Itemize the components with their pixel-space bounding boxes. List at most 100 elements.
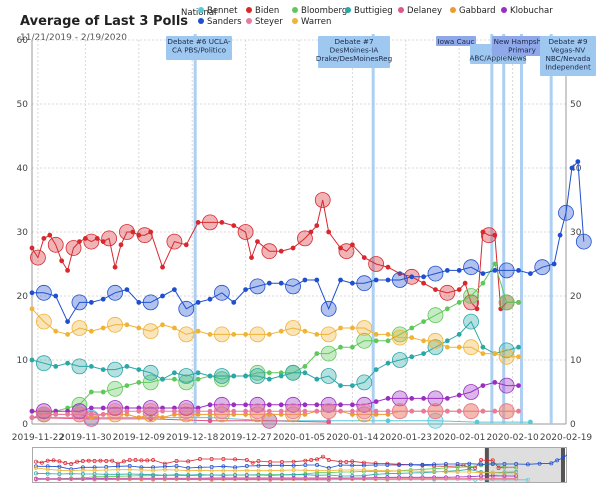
data-point-klobuchar[interactable]	[302, 402, 308, 408]
data-point-buttigieg[interactable]	[160, 376, 165, 382]
data-point-sanders[interactable]	[385, 277, 391, 283]
data-point-biden[interactable]	[314, 223, 320, 229]
data-point-bennet[interactable]	[427, 412, 444, 429]
data-point-steyer[interactable]	[456, 408, 462, 414]
data-point-klobuchar[interactable]	[88, 405, 94, 411]
data-point-buttigieg[interactable]	[243, 373, 249, 379]
data-point-klobuchar[interactable]	[213, 396, 230, 413]
data-point-biden[interactable]	[112, 264, 118, 270]
data-point-buttigieg[interactable]	[107, 361, 123, 378]
data-point-buttigieg[interactable]	[249, 368, 266, 384]
data-point-sanders[interactable]	[569, 165, 575, 171]
legend-item-bennet[interactable]: Bennet	[198, 6, 237, 16]
data-point-sanders[interactable]	[35, 284, 52, 301]
data-point-steyer[interactable]	[100, 411, 106, 417]
data-point-bloomberg[interactable]	[124, 383, 130, 389]
range-navigator[interactable]	[32, 447, 567, 483]
data-point-bennet[interactable]	[385, 418, 391, 424]
data-point-sanders[interactable]	[71, 294, 88, 311]
data-point-biden[interactable]	[130, 229, 136, 235]
data-point-biden[interactable]	[118, 242, 124, 248]
data-point-klobuchar[interactable]	[463, 384, 479, 400]
data-point-biden[interactable]	[361, 255, 367, 261]
data-point-buttigieg[interactable]	[314, 376, 320, 382]
data-point-klobuchar[interactable]	[409, 395, 415, 401]
data-point-bloomberg[interactable]	[302, 363, 308, 369]
data-point-warren[interactable]	[427, 332, 444, 349]
data-point-warren[interactable]	[142, 323, 159, 340]
data-point-bloomberg[interactable]	[314, 351, 320, 357]
data-point-biden[interactable]	[47, 236, 64, 253]
data-point-sanders[interactable]	[421, 274, 427, 280]
data-point-sanders[interactable]	[160, 293, 165, 299]
data-point-warren[interactable]	[231, 331, 237, 337]
data-point-sanders[interactable]	[88, 299, 94, 305]
data-point-biden[interactable]	[219, 219, 225, 225]
data-point-bloomberg[interactable]	[480, 280, 486, 286]
legend-item-bloomberg[interactable]: Bloomberg	[292, 6, 347, 16]
data-point-sanders[interactable]	[373, 277, 379, 283]
data-point-sanders[interactable]	[444, 267, 450, 273]
data-point-biden[interactable]	[94, 235, 100, 241]
data-point-steyer[interactable]	[463, 403, 479, 420]
data-point-buttigieg[interactable]	[195, 370, 201, 376]
data-point-bloomberg[interactable]	[349, 344, 355, 350]
data-point-biden[interactable]	[261, 243, 278, 260]
legend-item-sanders[interactable]: Sanders	[198, 17, 242, 27]
data-point-biden[interactable]	[278, 248, 284, 254]
legend-item-delaney[interactable]: Delaney	[398, 6, 442, 16]
data-point-warren[interactable]	[278, 328, 284, 334]
data-point-steyer[interactable]	[195, 408, 201, 414]
data-point-warren[interactable]	[356, 320, 373, 336]
data-point-sanders[interactable]	[409, 274, 415, 280]
data-point-sanders[interactable]	[278, 280, 284, 286]
data-point-steyer[interactable]	[107, 403, 123, 420]
data-point-biden[interactable]	[433, 287, 438, 293]
data-point-warren[interactable]	[136, 325, 142, 331]
data-point-bloomberg[interactable]	[178, 374, 195, 391]
data-point-warren[interactable]	[492, 351, 498, 357]
data-point-biden[interactable]	[462, 280, 468, 286]
data-point-warren[interactable]	[516, 354, 521, 360]
data-point-steyer[interactable]	[35, 406, 52, 423]
data-point-klobuchar[interactable]	[243, 402, 249, 408]
data-point-sanders[interactable]	[427, 265, 444, 282]
event-annotation[interactable]: Debate #6 UCLA-CA PBS/Politico	[166, 36, 232, 60]
data-point-sanders[interactable]	[516, 267, 521, 273]
data-point-klobuchar[interactable]	[320, 396, 337, 413]
data-point-klobuchar[interactable]	[421, 395, 427, 401]
data-point-sanders[interactable]	[314, 277, 320, 283]
data-point-warren[interactable]	[444, 344, 450, 350]
data-point-steyer[interactable]	[231, 408, 237, 414]
data-point-sanders[interactable]	[285, 278, 301, 295]
data-point-biden[interactable]	[290, 245, 296, 251]
data-point-buttigieg[interactable]	[285, 364, 301, 381]
data-point-sanders[interactable]	[575, 233, 592, 250]
data-point-steyer[interactable]	[207, 408, 213, 414]
data-point-steyer[interactable]	[178, 403, 195, 420]
data-point-warren[interactable]	[409, 335, 415, 341]
data-point-klobuchar[interactable]	[427, 390, 444, 407]
data-point-warren[interactable]	[160, 322, 165, 328]
data-point-buttigieg[interactable]	[373, 367, 379, 373]
data-point-sanders[interactable]	[243, 287, 249, 293]
data-point-biden[interactable]	[148, 229, 154, 235]
data-point-buttigieg[interactable]	[71, 358, 88, 375]
data-point-sanders[interactable]	[498, 262, 515, 279]
data-point-bloomberg[interactable]	[195, 376, 201, 382]
data-point-biden[interactable]	[166, 233, 183, 250]
data-point-buttigieg[interactable]	[421, 351, 427, 357]
data-point-warren[interactable]	[314, 331, 320, 337]
data-point-klobuchar[interactable]	[391, 390, 408, 407]
data-point-bloomberg[interactable]	[356, 332, 373, 349]
data-point-steyer[interactable]	[71, 406, 88, 423]
data-point-steyer[interactable]	[302, 408, 308, 414]
data-point-buttigieg[interactable]	[480, 344, 486, 350]
data-point-bloomberg[interactable]	[409, 325, 415, 331]
data-point-buttigieg[interactable]	[302, 370, 308, 376]
data-point-buttigieg[interactable]	[29, 357, 35, 363]
data-point-buttigieg[interactable]	[391, 352, 408, 368]
data-point-gabbard[interactable]	[160, 415, 165, 421]
data-point-bloomberg[interactable]	[142, 374, 159, 391]
